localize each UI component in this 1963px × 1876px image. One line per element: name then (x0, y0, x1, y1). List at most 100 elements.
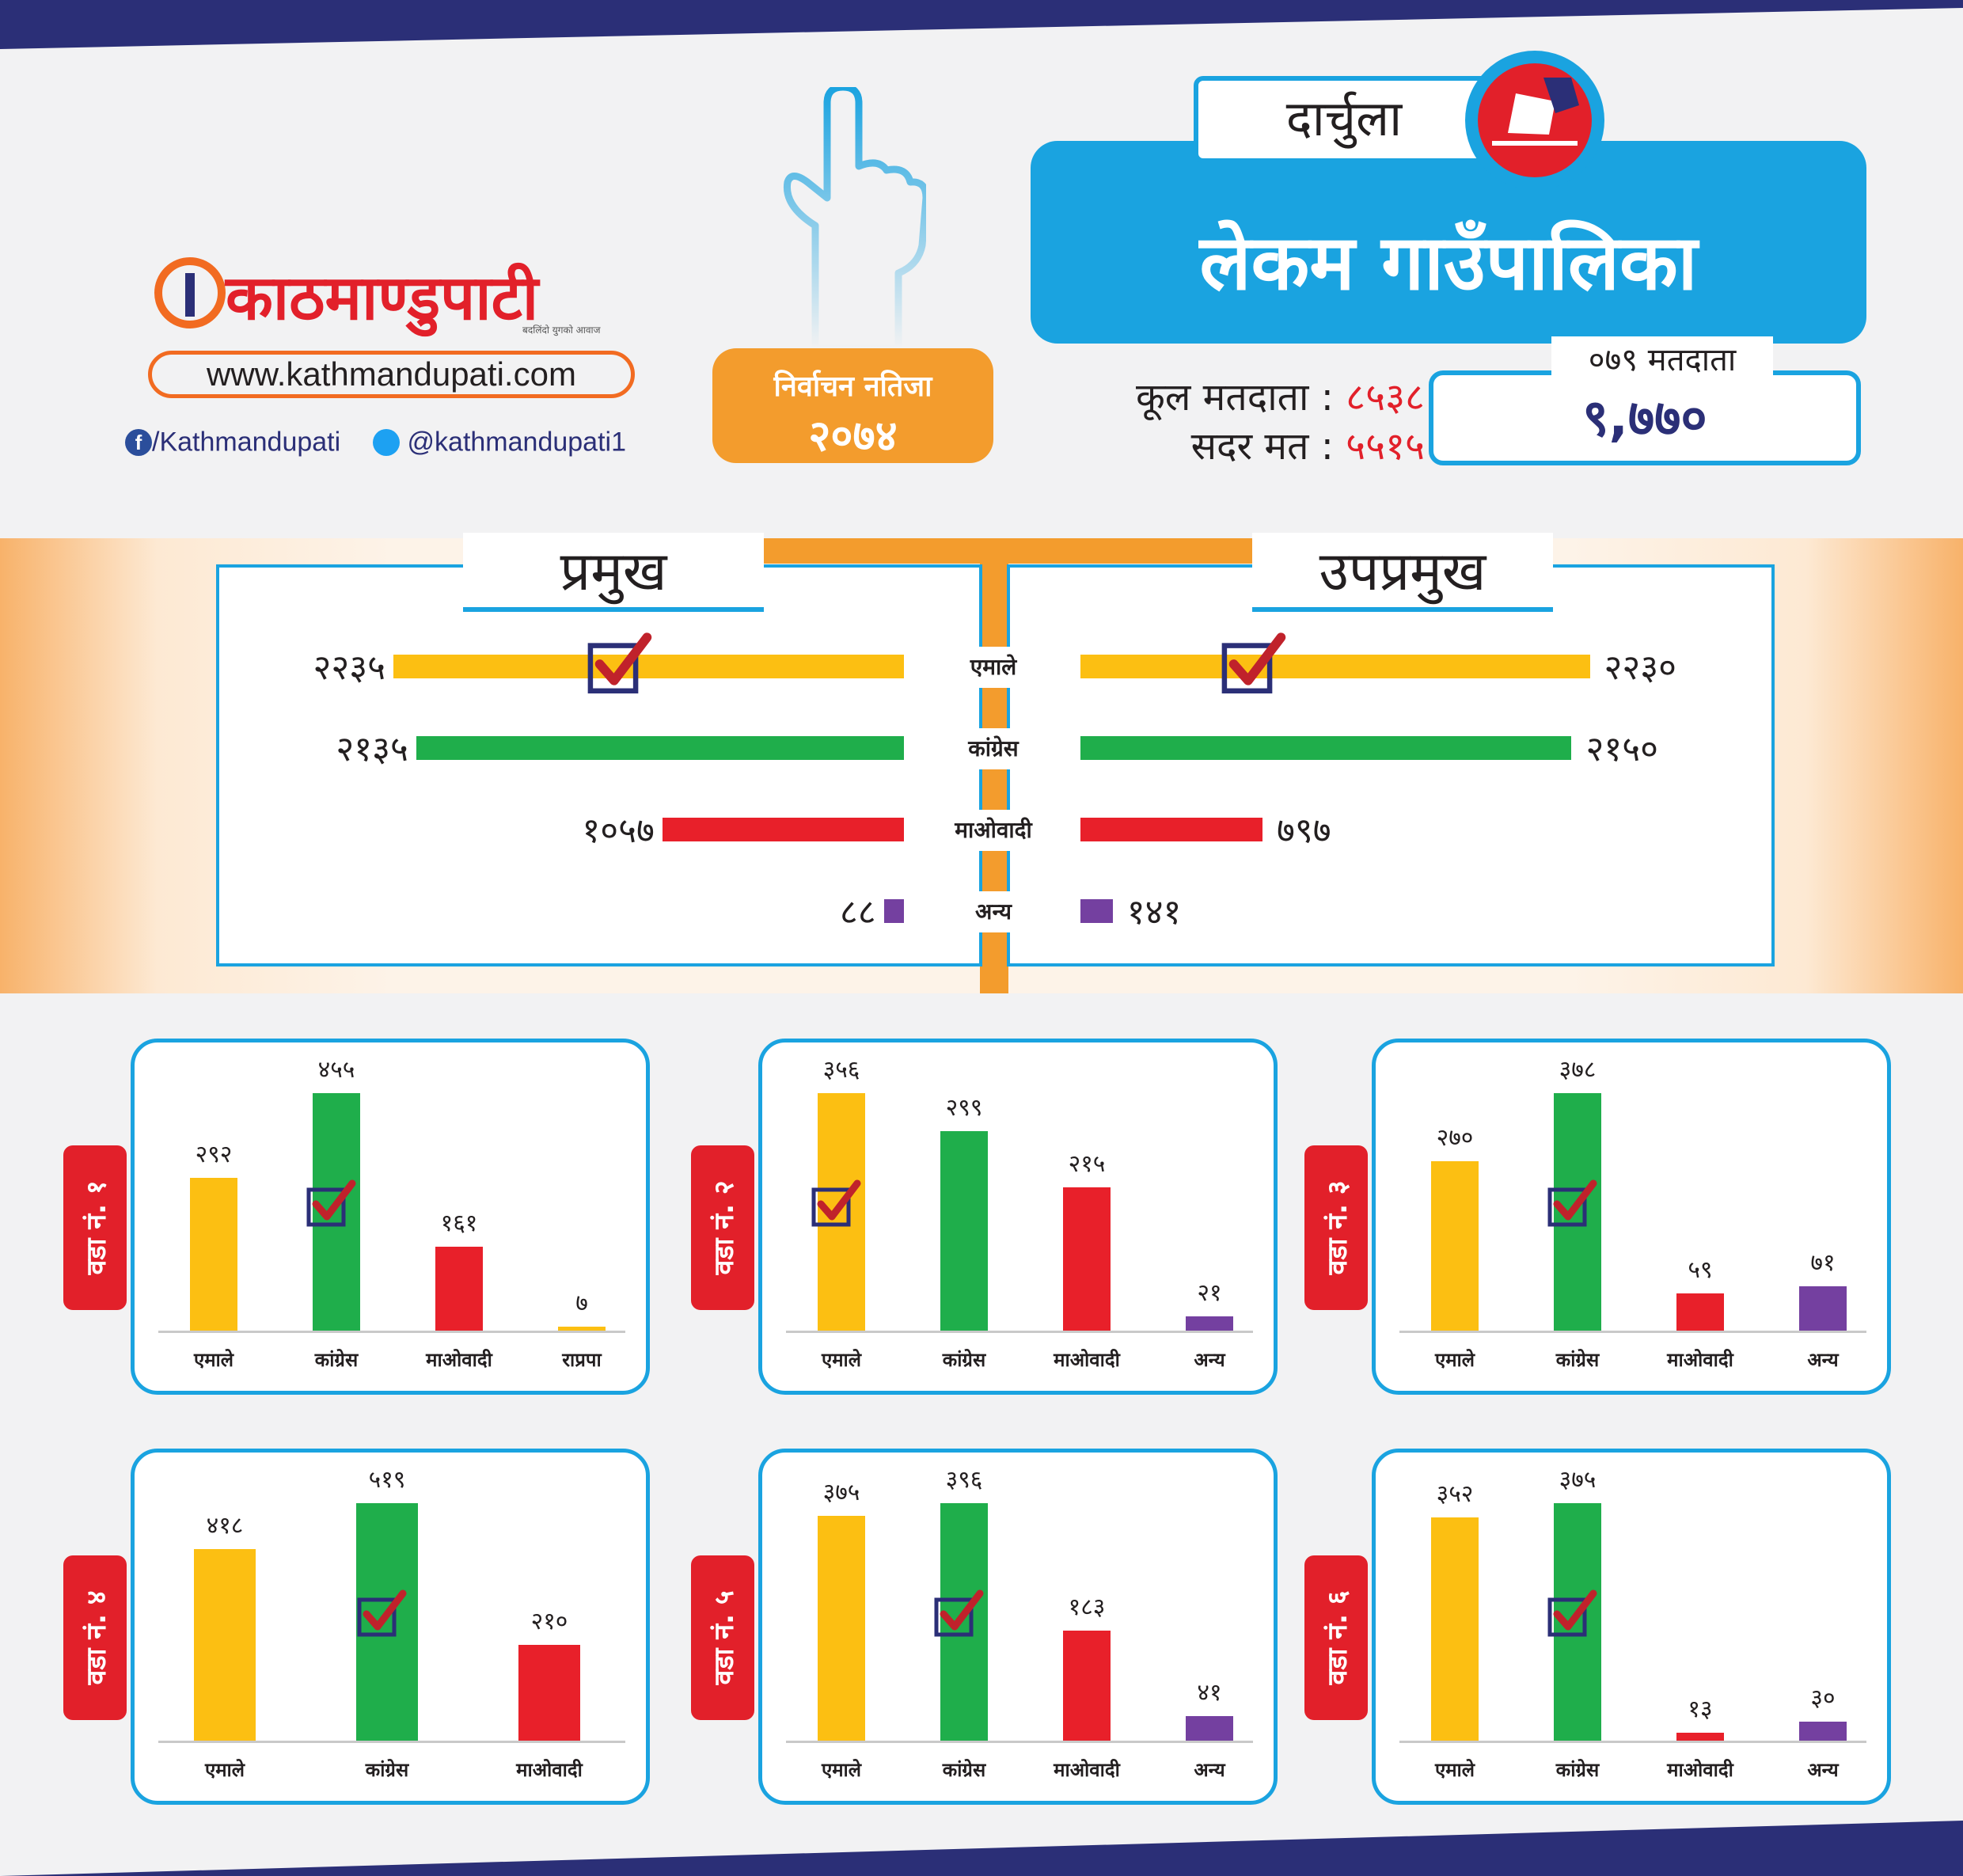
ward-title: वडा नं. ५ (708, 1590, 740, 1685)
ward-bar-value: २१५ (1068, 1149, 1106, 1178)
ward-bar-value: २१ (1197, 1279, 1222, 1308)
ward-card: २९२ एमाले ४५५ कांग्रेस १६१ माओवादी ७ राप्रपा (131, 1039, 650, 1395)
election-badge: निर्वाचन नतिजा २०७४ (712, 348, 993, 463)
ward-winner-check-icon (357, 1589, 407, 1637)
ward-card: ३५६ एमाले २९९ कांग्रेस २१५ माओवादी २१ अन्य (758, 1039, 1278, 1395)
ward-category-label: कांग्रेस (314, 1349, 359, 1371)
ward-category-label: माओवादी (1667, 1759, 1733, 1781)
ward-title: वडा नं. २ (708, 1180, 740, 1275)
ward-bar-value: ३७५ (822, 1478, 860, 1506)
ward-bar (518, 1644, 580, 1741)
mayor-title: प्रमुख (560, 541, 667, 603)
district-label: दार्चुला (1194, 76, 1494, 163)
website-link[interactable]: www.kathmandupati.com (148, 351, 635, 398)
ward-bar-value: ५९ (1688, 1256, 1713, 1285)
chart-baseline (1399, 1331, 1866, 1333)
brand-tagline: बदलिंदो युगको आवाज (522, 325, 601, 336)
badge-line2: २०७४ (808, 411, 898, 461)
ward-bar-value: ७१ (1810, 1248, 1836, 1277)
municipality-banner: लेकम गाउँपालिका (1031, 141, 1866, 344)
ward-category-label: राप्रपा (562, 1349, 602, 1371)
ward-title: वडा नं. ४ (81, 1590, 112, 1685)
social-links: f/Kathmandupati @kathmandupati1 (125, 426, 695, 465)
ward-bar (1431, 1517, 1479, 1741)
valid-votes-row: सदर मत : ५५१५ (1053, 420, 1425, 469)
total-voters-row: कूल मतदाता : ८५३८ (1053, 370, 1425, 420)
ward-winner-check-icon (1547, 1589, 1597, 1637)
ward-bar-value: १८३ (1068, 1593, 1106, 1622)
ward-bar-value: २९२ (195, 1141, 233, 1169)
ward-winner-check-icon (1547, 1179, 1597, 1227)
ward-bar (558, 1327, 606, 1331)
ward-tab: वडा नं. ४ (63, 1555, 127, 1720)
ward-bar-value: ४५५ (317, 1056, 355, 1084)
ward-winner-check-icon (811, 1179, 861, 1227)
ballot-box-icon (1465, 51, 1604, 190)
ward-bar-value: ३० (1810, 1684, 1836, 1712)
ward-bar-value: ४१ (1197, 1678, 1222, 1707)
ward-category-label: माओवादी (516, 1759, 583, 1781)
ward-card: ३७५ एमाले ३९६ कांग्रेस १८३ माओवादी ४१ अन्य (758, 1449, 1278, 1805)
ward-card: २७० एमाले ३७८ कांग्रेस ५९ माओवादी ७१ अन्य (1372, 1039, 1891, 1395)
ward-bar (1063, 1187, 1111, 1331)
ward-bar (356, 1503, 418, 1741)
ward-bar (1063, 1631, 1111, 1741)
total-voters-label: कूल मतदाता : (1136, 375, 1334, 420)
ward-category-label: एमाले (193, 1349, 234, 1371)
ward-category-label: कांग्रेस (942, 1759, 986, 1781)
deputy-title: उपप्रमुख (1319, 541, 1486, 603)
ward-winner-check-icon (934, 1589, 984, 1637)
ward-bar-value: ३९६ (945, 1466, 983, 1494)
ward-winner-check-icon (306, 1179, 356, 1227)
ward-bar (1186, 1715, 1233, 1741)
ward-category-label: माओवादी (1667, 1349, 1733, 1371)
ward-bar (194, 1549, 256, 1741)
ward-bar-value: २९९ (945, 1094, 983, 1122)
ward-tab: वडा नं. ५ (691, 1555, 754, 1720)
ward-category-label: कांग्रेस (1555, 1759, 1600, 1781)
ward-category-label: एमाले (821, 1349, 862, 1371)
ward-category-label: कांग्रेस (942, 1349, 986, 1371)
brand-logo: काठमाण्डुपाटी बदलिंदो युगको आवाज (150, 253, 625, 336)
ward-category-label: एमाले (821, 1759, 862, 1781)
ward-bar-value: ५१९ (368, 1466, 406, 1494)
total-voters-value: ८५३८ (1346, 375, 1425, 420)
ward-bar-value: ३५२ (1436, 1480, 1474, 1509)
ward-bar (190, 1178, 237, 1331)
ward-card: ४१८ एमाले ५१९ कांग्रेस २१० माओवादी (131, 1449, 650, 1805)
chart-baseline (1399, 1741, 1866, 1743)
district-name: दार्चुला (1285, 89, 1403, 147)
ward-category-label: अन्य (1807, 1759, 1839, 1781)
ward-bar (818, 1515, 865, 1741)
ward-bar-value: २७० (1436, 1123, 1474, 1152)
municipality-name: लेकम गाउँपालिका (1199, 218, 1698, 307)
ward-bar (1676, 1732, 1724, 1741)
chart-baseline (786, 1741, 1253, 1743)
ward-bar-value: ३७८ (1559, 1056, 1597, 1084)
brand-name: काठमाण्डुपाटी (226, 263, 539, 334)
ward-bar-value: ३७५ (1559, 1466, 1597, 1494)
ward-bar (1186, 1316, 1233, 1331)
brand-logo-icon (154, 257, 226, 328)
ward-tab: वडा नं. ६ (1304, 1555, 1368, 1720)
voters-079-label: ०७९ मतदाता (1551, 336, 1773, 384)
ward-tab: वडा नं. २ (691, 1145, 754, 1310)
twitter-icon[interactable] (373, 429, 401, 457)
ward-bar-value: ४१८ (206, 1512, 244, 1540)
deputy-title-box: उपप्रमुख (1252, 533, 1553, 612)
ward-tab: वडा नं. ३ (1304, 1145, 1368, 1310)
facebook-icon[interactable]: f (125, 429, 152, 457)
ward-bar (1431, 1160, 1479, 1331)
valid-votes-label: सदर मत : (1190, 424, 1334, 469)
ward-category-label: अन्य (1194, 1349, 1225, 1371)
twitter-handle[interactable]: @kathmandupati1 (407, 427, 626, 458)
ward-bar (1799, 1722, 1847, 1741)
ward-title: वडा नं. १ (81, 1180, 112, 1275)
chart-baseline (786, 1331, 1253, 1333)
ward-bar-value: २१० (530, 1607, 568, 1635)
badge-line1: निर्वाचन नतिजा (773, 370, 932, 403)
ward-title: वडा नं. ६ (1322, 1590, 1354, 1685)
ward-bar-value: १६१ (440, 1209, 478, 1237)
facebook-handle[interactable]: /Kathmandupati (152, 427, 341, 458)
ward-category-label: एमाले (1434, 1759, 1475, 1781)
